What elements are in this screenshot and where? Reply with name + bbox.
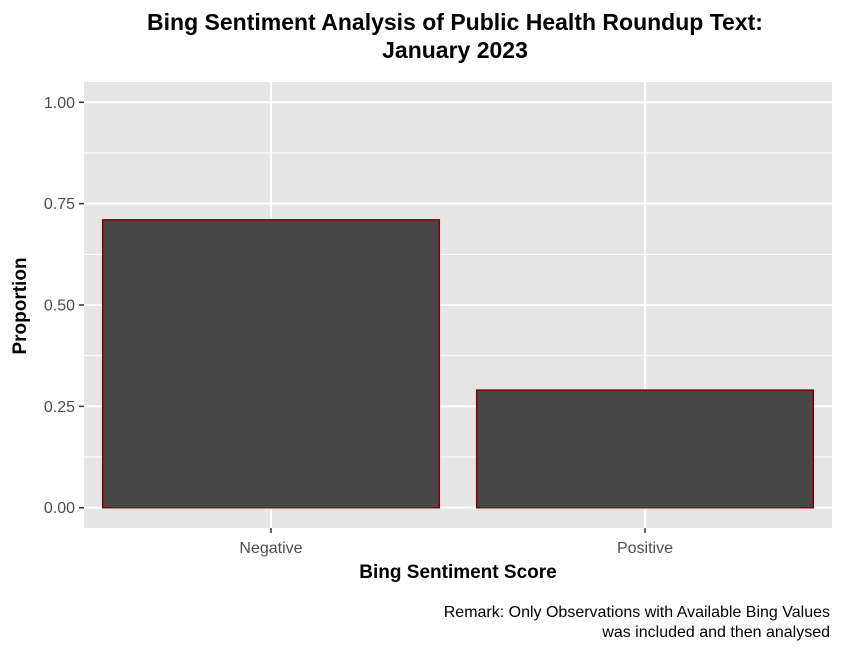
chart-title-line-2: January 2023 [382,37,528,63]
x-tick-label: Negative [239,540,302,557]
y-tick-label: 0.25 [44,399,75,416]
y-tick-label: 0.00 [44,500,75,517]
y-axis: 0.00 0.25 0.50 0.75 1.00 [44,95,84,517]
bar-positive [475,389,815,509]
y-tick-label: 1.00 [44,95,75,112]
y-tick-label: 0.50 [44,298,75,315]
caption-line-1: Remark: Only Observations with Available… [444,604,830,621]
bar-negative [101,219,441,509]
bars [101,219,815,509]
y-axis-title: Proportion [10,257,31,354]
y-tick-label: 0.75 [44,196,75,213]
x-axis: Negative Positive [239,528,673,557]
x-tick-label: Positive [617,540,673,557]
caption-line-2: was included and then analysed [601,624,830,641]
chart-title-line-1: Bing Sentiment Analysis of Public Health… [147,9,763,35]
x-axis-title: Bing Sentiment Score [359,562,556,583]
